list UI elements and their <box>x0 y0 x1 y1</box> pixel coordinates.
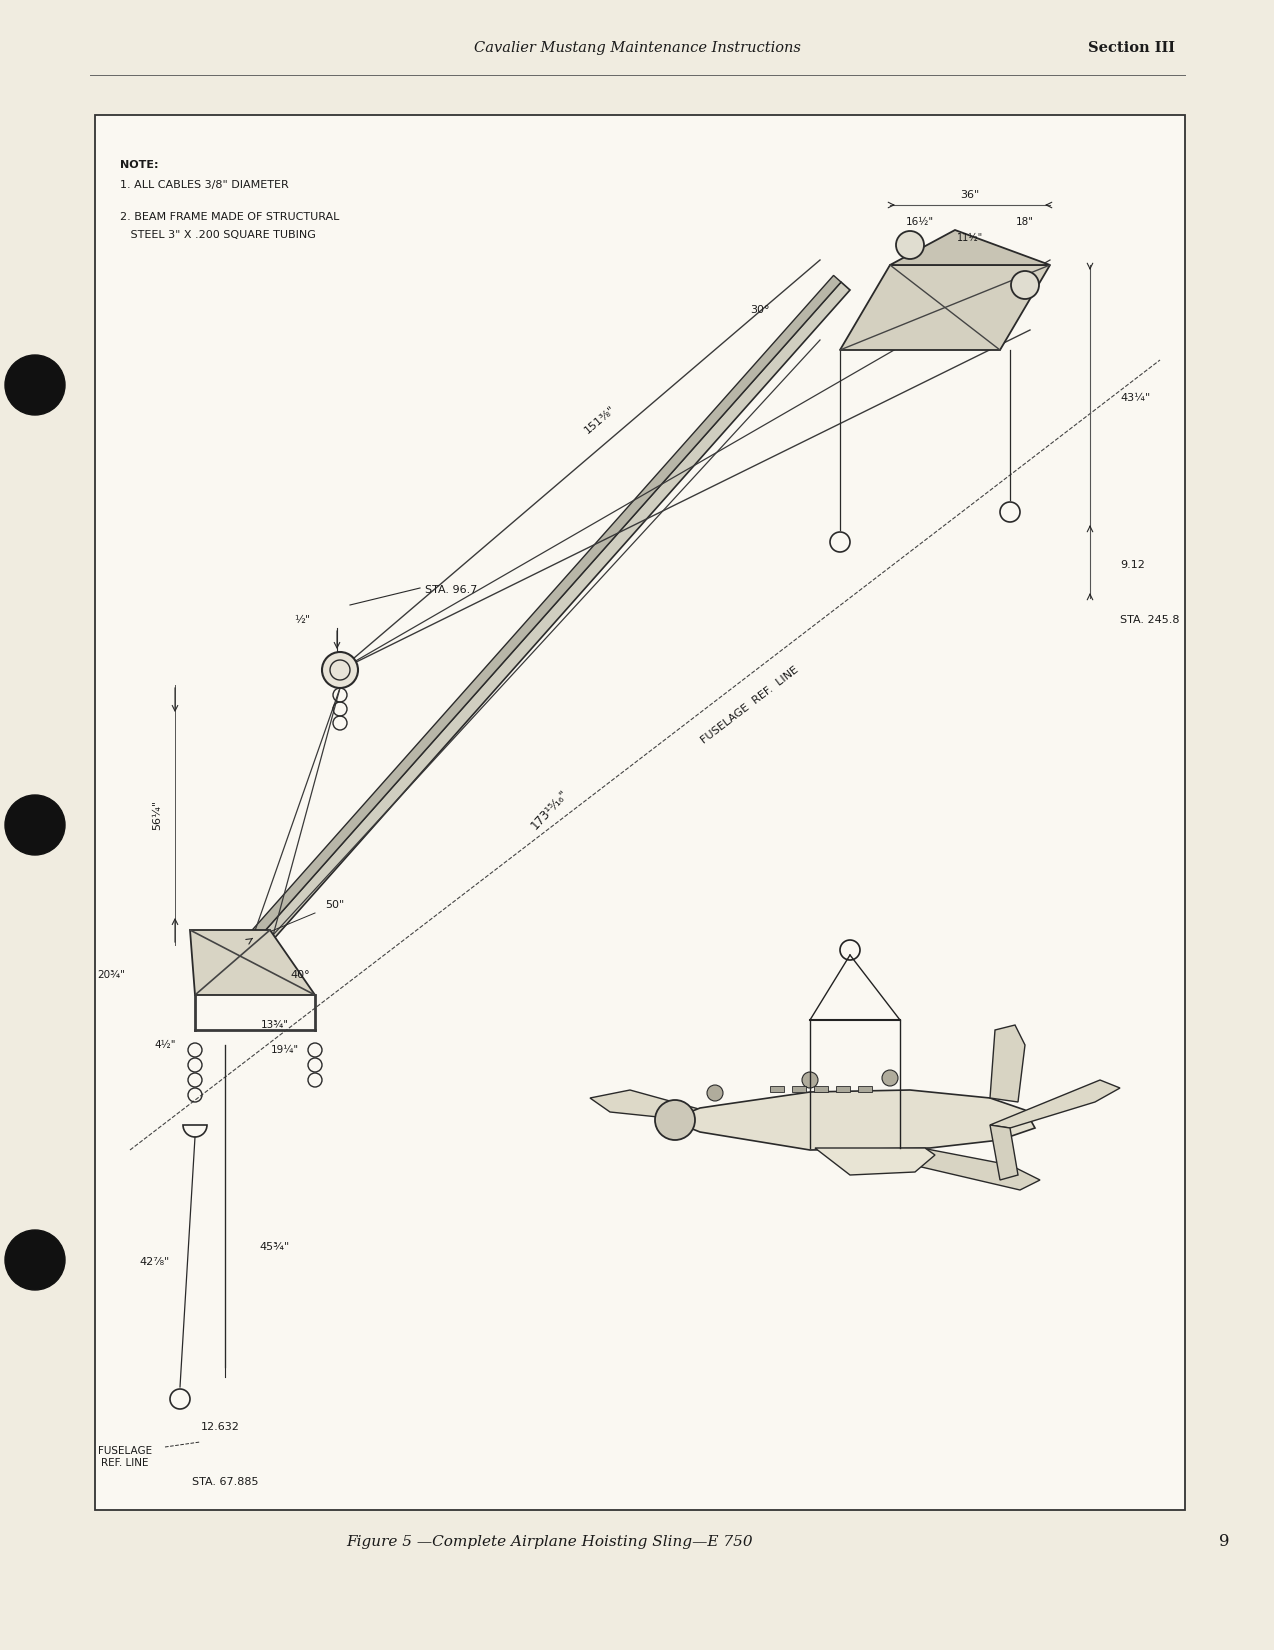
Text: 2. BEAM FRAME MADE OF STRUCTURAL: 2. BEAM FRAME MADE OF STRUCTURAL <box>120 211 339 223</box>
Circle shape <box>803 1072 818 1087</box>
Bar <box>814 1086 828 1092</box>
Text: FUSELAGE
REF. LINE: FUSELAGE REF. LINE <box>98 1445 152 1468</box>
Text: 36": 36" <box>961 190 980 200</box>
Text: STA. 96.7: STA. 96.7 <box>426 586 478 596</box>
Text: 40°: 40° <box>290 970 310 980</box>
Polygon shape <box>815 1148 935 1175</box>
Text: FUSELAGE  REF.  LINE: FUSELAGE REF. LINE <box>699 665 800 746</box>
Text: 30°: 30° <box>750 305 769 315</box>
Text: STA. 67.885: STA. 67.885 <box>192 1477 259 1487</box>
Text: 9: 9 <box>1219 1533 1229 1551</box>
Text: 16½": 16½" <box>906 218 934 228</box>
Text: 18": 18" <box>1015 218 1034 228</box>
Polygon shape <box>246 282 850 960</box>
Text: 173¹⁵⁄₁₆": 173¹⁵⁄₁₆" <box>529 787 571 832</box>
Text: 9.12: 9.12 <box>1120 559 1145 569</box>
Polygon shape <box>891 229 1050 266</box>
Text: Cavalier Mustang Maintenance Instructions: Cavalier Mustang Maintenance Instruction… <box>474 41 800 54</box>
Text: STA. 245.8: STA. 245.8 <box>1120 615 1180 625</box>
Polygon shape <box>840 1140 1040 1190</box>
Text: 45¾": 45¾" <box>260 1242 290 1252</box>
Text: Section III: Section III <box>1088 41 1175 54</box>
Circle shape <box>5 1229 65 1290</box>
Text: 4½": 4½" <box>154 1040 176 1049</box>
Circle shape <box>5 795 65 855</box>
Polygon shape <box>238 276 841 952</box>
Circle shape <box>5 355 65 416</box>
Text: ½": ½" <box>294 615 310 625</box>
Bar <box>769 1086 784 1092</box>
Text: 50": 50" <box>325 899 344 911</box>
Text: 19¼": 19¼" <box>271 1044 299 1054</box>
Text: Figure 5 —Complete Airplane Hoisting Sling—E 750: Figure 5 —Complete Airplane Hoisting Sli… <box>347 1534 753 1549</box>
Text: 42⁷⁄₈": 42⁷⁄₈" <box>140 1257 171 1267</box>
Polygon shape <box>840 266 1050 350</box>
Polygon shape <box>990 1081 1120 1129</box>
Circle shape <box>882 1069 898 1086</box>
Text: 43¼": 43¼" <box>1120 393 1150 403</box>
Text: 12.632: 12.632 <box>200 1422 240 1432</box>
Text: 1. ALL CABLES 3/8" DIAMETER: 1. ALL CABLES 3/8" DIAMETER <box>120 180 289 190</box>
Bar <box>857 1086 871 1092</box>
Text: 151³⁄₈": 151³⁄₈" <box>582 404 618 436</box>
Polygon shape <box>190 931 315 995</box>
Circle shape <box>1012 271 1040 299</box>
Text: 13¾": 13¾" <box>261 1020 289 1030</box>
Bar <box>96 116 1185 1510</box>
Polygon shape <box>990 1025 1026 1102</box>
Polygon shape <box>670 1091 1034 1150</box>
Bar <box>836 1086 850 1092</box>
Circle shape <box>707 1086 724 1101</box>
Circle shape <box>655 1101 696 1140</box>
Text: NOTE:: NOTE: <box>120 160 158 170</box>
Text: STEEL 3" X .200 SQUARE TUBING: STEEL 3" X .200 SQUARE TUBING <box>120 229 316 239</box>
Polygon shape <box>590 1091 880 1148</box>
Text: 11½": 11½" <box>957 233 984 243</box>
Circle shape <box>322 652 358 688</box>
Polygon shape <box>990 1125 1018 1180</box>
Bar <box>792 1086 806 1092</box>
Text: 20¾": 20¾" <box>97 970 125 980</box>
Text: 56¼": 56¼" <box>152 800 162 830</box>
Circle shape <box>896 231 924 259</box>
